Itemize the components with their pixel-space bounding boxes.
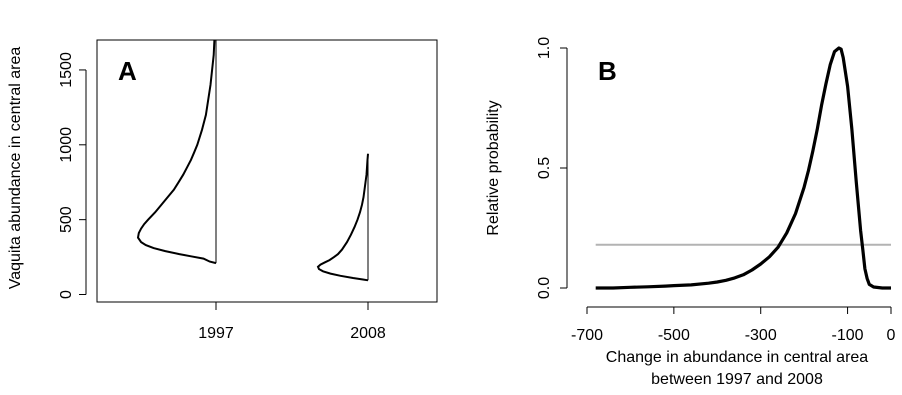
probability-curve <box>595 46 891 290</box>
panel-a-marks <box>136 39 369 282</box>
violin-2008 <box>316 153 369 282</box>
panel-b-label: B <box>598 56 617 86</box>
panel-a-frame <box>96 39 438 303</box>
panel-b-x-tick-label: -100 <box>832 327 864 344</box>
panel-b-x-axis: -700 -500 -300 -100 0 <box>571 306 896 344</box>
panel-b-x-tick-label: -700 <box>571 327 603 344</box>
panel-a-y-tick-label: 0 <box>58 290 75 299</box>
panel-b-x-axis-title-line2: between 1997 and 2008 <box>651 371 823 388</box>
panel-b-x-axis-title-line1: Change in abundance in central area <box>606 349 869 366</box>
panel-a-x-tick-label: 1997 <box>198 325 234 342</box>
panel-a-y-tick-label: 500 <box>58 206 75 233</box>
panel-a-y-axis-title: Vaquita abundance in central area <box>7 47 24 290</box>
panel-b-y-tick-label: 0.5 <box>536 157 553 179</box>
panel-a-x-tick-label: 2008 <box>350 325 386 342</box>
panel-b-y-axis-title: Relative probability <box>485 100 502 235</box>
violin-1997 <box>136 39 217 265</box>
panel-b-y-tick-label: 0.0 <box>536 277 553 299</box>
panel-b-x-tick-label: 0 <box>887 327 896 344</box>
panel-a-label: A <box>118 56 137 86</box>
panel-a-y-tick-label: 1000 <box>58 127 75 163</box>
panel-b-x-tick-label: -500 <box>658 327 690 344</box>
panel-a-y-axis: 0 500 1000 1500 <box>58 52 87 299</box>
panel-b-y-tick-label: 1.0 <box>536 37 553 59</box>
panel-a: A Vaquita abundance in central area 0 500… <box>7 39 438 342</box>
panel-b-y-axis: 0.0 0.5 1.0 <box>536 37 568 299</box>
panel-b: B Relative probability Change in abundan… <box>485 37 896 388</box>
panel-b-x-tick-label: -300 <box>745 327 777 344</box>
panel-a-y-tick-label: 1500 <box>58 52 75 88</box>
panel-a-x-axis: 1997 2008 <box>198 302 386 342</box>
panel-b-marks <box>595 46 891 290</box>
